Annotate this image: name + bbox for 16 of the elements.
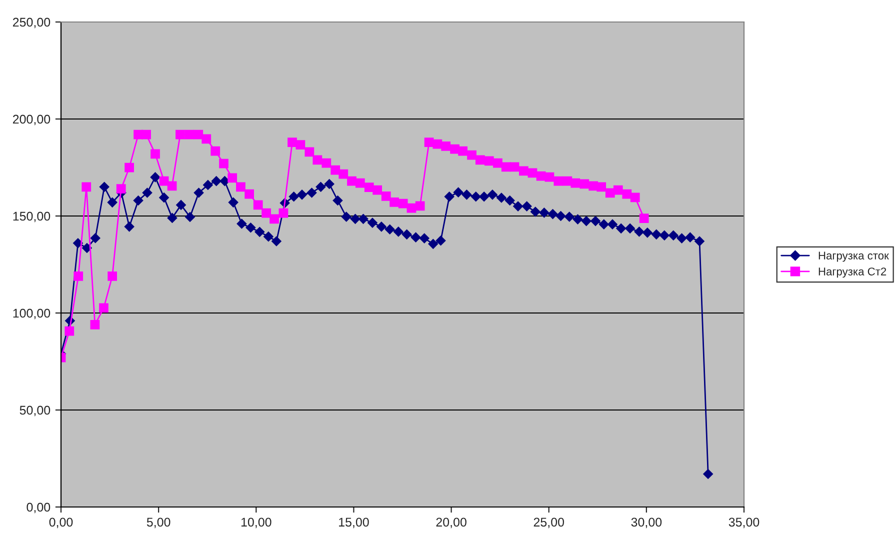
x-tick-label: 10,00: [241, 518, 272, 528]
x-tick-label: 35,00: [728, 518, 760, 528]
y-tick-label: 250,00: [12, 18, 50, 28]
x-tick-label: 25,00: [534, 518, 564, 528]
x-tick-label: 30,00: [631, 518, 662, 528]
y-tick-label: 150,00: [13, 212, 50, 222]
y-tick-label: 100,00: [13, 308, 50, 320]
x-tick-label: 20,00: [436, 518, 466, 528]
y-tick-label: 0,00: [26, 502, 50, 514]
x-tick-label: 5,00: [146, 518, 170, 528]
y-tick-label: 50,00: [20, 406, 50, 416]
legend-label: Нагрузка Ст2: [818, 268, 886, 278]
y-tick-label: 200,00: [12, 114, 50, 126]
x-tick-label: 0,00: [49, 518, 73, 528]
legend-label: Нагрузка сток: [818, 252, 889, 262]
x-tick-label: 15,00: [339, 518, 369, 528]
